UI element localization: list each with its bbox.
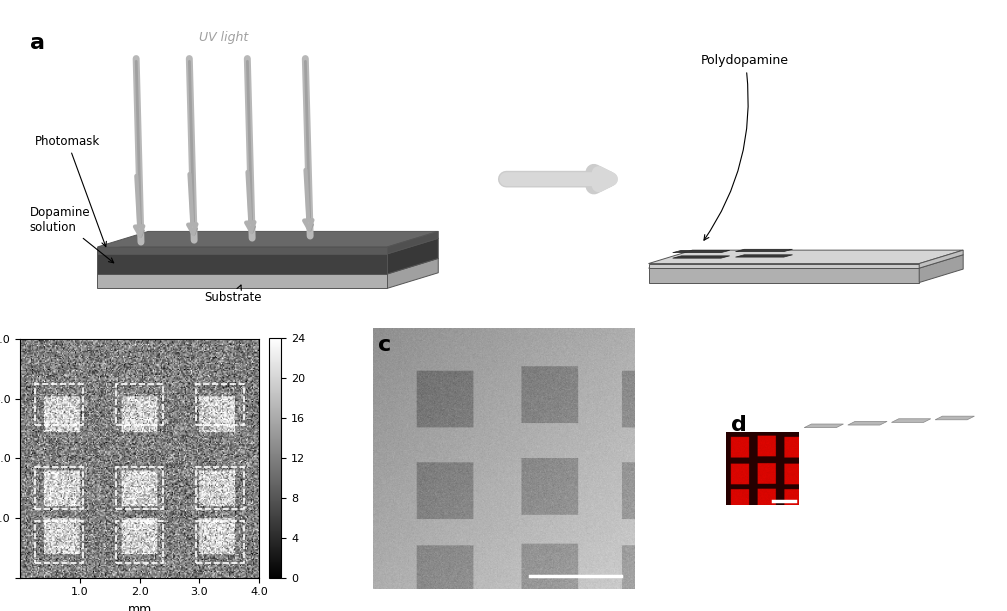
Polygon shape — [805, 424, 844, 428]
Text: a: a — [30, 32, 44, 53]
Polygon shape — [98, 247, 388, 254]
X-axis label: mm: mm — [128, 603, 152, 611]
Bar — [196, 384, 244, 425]
Polygon shape — [919, 250, 963, 268]
Text: Dopamine
solution: Dopamine solution — [30, 206, 114, 263]
Polygon shape — [735, 255, 793, 257]
Polygon shape — [98, 232, 438, 247]
Bar — [116, 521, 163, 563]
Text: c: c — [378, 335, 392, 356]
Polygon shape — [98, 274, 388, 288]
Polygon shape — [848, 422, 887, 425]
Polygon shape — [735, 249, 793, 252]
Polygon shape — [649, 268, 919, 282]
Polygon shape — [98, 238, 438, 254]
Polygon shape — [98, 258, 438, 274]
Text: d: d — [731, 414, 746, 434]
Polygon shape — [649, 250, 963, 263]
Text: Polydopamine: Polydopamine — [701, 54, 789, 240]
Bar — [35, 384, 83, 425]
Polygon shape — [919, 255, 963, 282]
Polygon shape — [649, 263, 919, 268]
Polygon shape — [673, 251, 730, 252]
Text: UV light: UV light — [198, 31, 248, 44]
Polygon shape — [936, 416, 975, 420]
Bar — [196, 467, 244, 509]
Polygon shape — [388, 238, 438, 274]
Bar — [116, 467, 163, 509]
Polygon shape — [673, 256, 730, 258]
Text: Photomask: Photomask — [34, 134, 107, 247]
Polygon shape — [649, 255, 963, 268]
Polygon shape — [98, 254, 388, 274]
Bar — [35, 467, 83, 509]
Bar — [35, 521, 83, 563]
Polygon shape — [388, 258, 438, 288]
Bar — [196, 521, 244, 563]
Bar — [116, 384, 163, 425]
Text: Substrate: Substrate — [204, 285, 262, 304]
Polygon shape — [891, 419, 930, 422]
Polygon shape — [388, 232, 438, 254]
